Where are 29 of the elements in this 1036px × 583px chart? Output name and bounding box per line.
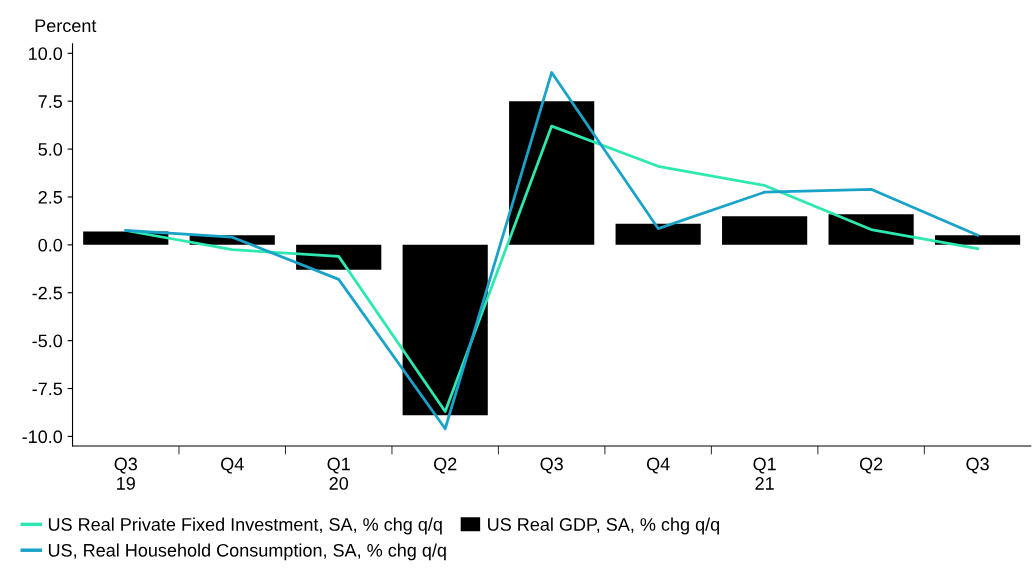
x-tick-label: Q2 [859, 457, 883, 474]
bar [934, 235, 1021, 245]
x-tick-label: Q3 19 [114, 457, 138, 490]
y-tick-label: -10.0 [22, 430, 63, 444]
y-tick-label: 7.5 [38, 95, 63, 108]
y-tick-label: -5.0 [32, 334, 63, 348]
y-tick-label: 5.0 [38, 143, 63, 156]
y-tick-label: -7.5 [32, 382, 63, 396]
legend-label: US, Real Household Consumption, SA, % chg q/q [48, 543, 446, 561]
bar [402, 244, 488, 416]
y-tick-label: 10.0 [29, 47, 63, 61]
x-tick-label: Q3 [966, 457, 989, 474]
y-tick-label: 2.5 [38, 190, 63, 204]
line-series [124, 71, 979, 431]
legend-label: US Real GDP, SA, % chg q/q [488, 517, 720, 535]
y-tick-label: 0.0 [38, 238, 63, 252]
x-tick-label: Q3 [540, 457, 563, 474]
x-tick-label: Q1 20 [327, 457, 350, 490]
bar [509, 101, 595, 245]
x-tick-label: Q2 [434, 457, 457, 474]
legend-label: US Real Private Fixed Investment, SA, % chg q/q [48, 517, 442, 535]
y-axis-title: Percent [35, 19, 97, 33]
bar [615, 223, 701, 245]
x-tick-label: Q1 21 [753, 457, 776, 490]
bar [828, 214, 914, 245]
x-tick-label: Q4 [646, 457, 670, 474]
y-tick-label: -2.5 [32, 286, 63, 300]
x-tick-label: Q4 [221, 457, 244, 474]
bar [722, 216, 808, 245]
